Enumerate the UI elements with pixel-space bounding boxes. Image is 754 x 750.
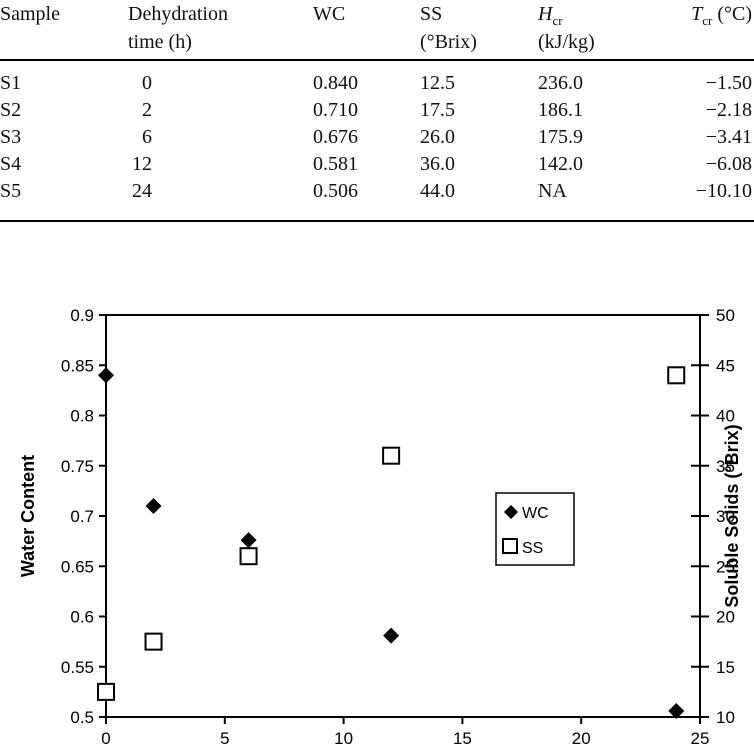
cell-hcr: 236.0	[538, 72, 583, 94]
legend: WC SS	[495, 492, 575, 566]
x-tick-label: 15	[453, 729, 472, 748]
header-hcr: Hcr	[538, 3, 563, 28]
y-tick-label: 0.5	[70, 708, 94, 727]
cell-wc: 0.581	[313, 153, 358, 175]
y2-tick-label: 50	[716, 306, 735, 325]
header-rule	[0, 59, 754, 61]
y-tick-label: 0.55	[61, 658, 94, 677]
cell-hcr: 175.9	[538, 126, 583, 148]
cell-wc: 0.840	[313, 72, 358, 94]
ss-point	[144, 632, 163, 651]
cell-ss: 26.0	[420, 126, 455, 148]
y2-tick-label: 25	[716, 557, 735, 576]
y-tick-label: 0.65	[61, 557, 94, 576]
ss-point	[667, 366, 686, 385]
ss-point	[382, 446, 401, 465]
header-ss-line1: SS	[420, 3, 443, 25]
ss-point	[239, 547, 258, 566]
cell-time: 24	[132, 180, 152, 202]
chart-points	[97, 366, 686, 719]
x-tick-label: 0	[101, 729, 110, 748]
legend-label-ss: SS	[522, 540, 543, 557]
cell-time: 0	[142, 72, 152, 94]
y-tick-label: 0.75	[61, 457, 94, 476]
cell-time: 12	[132, 153, 152, 175]
x-tick-label: 5	[220, 729, 229, 748]
cell-sample: S5	[0, 180, 22, 202]
header-ss-line2: (°Brix)	[420, 31, 477, 53]
y2-tick-label: 35	[716, 457, 735, 476]
chart-axes: 0 5 10 15 20 25 0.5 0.55 0.6 0.65 0.7 0.75 0.8 0.85 0.…	[61, 306, 735, 748]
bottom-rule	[0, 220, 754, 222]
y2-tick-label: 45	[716, 356, 735, 375]
cell-hcr: 142.0	[538, 153, 583, 175]
legend-label-wc: WC	[522, 505, 549, 522]
y2-tick-label: 40	[716, 407, 735, 426]
cell-tcr: −3.41	[705, 126, 752, 148]
y2-tick-label: 15	[716, 658, 735, 677]
y2-tick-label: 30	[716, 507, 735, 526]
x-tick-label: 20	[572, 729, 591, 748]
y-tick-label: 0.6	[70, 608, 94, 627]
y-tick-label: 0.85	[61, 356, 94, 375]
y2-tick-label: 10	[716, 708, 735, 727]
cell-ss: 17.5	[420, 99, 455, 121]
y-axis-title: Water Content	[18, 455, 38, 577]
cell-tcr: −1.50	[705, 72, 752, 94]
cell-wc: 0.710	[313, 99, 358, 121]
cell-ss: 12.5	[420, 72, 455, 94]
cell-sample: S2	[0, 99, 22, 121]
y-tick-label: 0.9	[70, 306, 94, 325]
header-time-line1: Dehydration	[128, 3, 228, 25]
y-tick-label: 0.8	[70, 407, 94, 426]
header-tcr: Tcr (°C)	[691, 3, 752, 28]
header-hcr-line2: (kJ/kg)	[538, 31, 595, 53]
x-tick-label: 25	[691, 729, 710, 748]
y-tick-label: 0.7	[70, 507, 94, 526]
plot-frame	[105, 314, 701, 718]
cell-ss: 44.0	[420, 180, 455, 202]
cell-time: 6	[142, 126, 152, 148]
header-sample: Sample	[0, 3, 60, 25]
cell-wc: 0.676	[313, 126, 358, 148]
cell-sample: S4	[0, 153, 22, 175]
cell-wc: 0.506	[313, 180, 358, 202]
cell-time: 2	[142, 99, 152, 121]
wc-point	[383, 627, 400, 644]
cell-tcr: −10.10	[695, 180, 752, 202]
cell-sample: S3	[0, 126, 22, 148]
wc-point	[240, 532, 257, 549]
cell-sample: S1	[0, 72, 22, 94]
wc-point	[145, 497, 162, 514]
wc-point	[668, 702, 685, 719]
cell-ss: 36.0	[420, 153, 455, 175]
y2-axis-title: Soluble Solids (°Brix)	[722, 424, 742, 607]
cell-tcr: −6.08	[705, 153, 752, 175]
x-tick-label: 10	[334, 729, 353, 748]
header-time-line2: time (h)	[128, 31, 192, 53]
cell-tcr: −2.18	[705, 99, 752, 121]
legend-square-icon	[502, 538, 518, 554]
ss-point	[97, 682, 115, 701]
cell-hcr: NA	[538, 180, 567, 202]
legend-diamond-icon	[504, 505, 518, 519]
y2-tick-label: 20	[716, 608, 735, 627]
cell-hcr: 186.1	[538, 99, 583, 121]
wc-point	[98, 367, 114, 384]
scatter-chart: 0 5 10 15 20 25 0.5 0.55 0.6 0.65 0.7 0.75 0.8 0.85 0.…	[18, 306, 742, 748]
header-wc: WC	[313, 3, 346, 25]
